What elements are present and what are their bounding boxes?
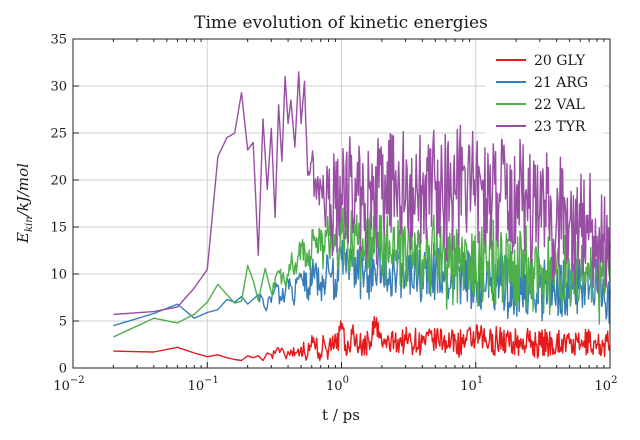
legend: 20 GLY 21 ARG 22 VAL 23 TYR bbox=[486, 43, 604, 139]
x-axis-label: t / ps bbox=[322, 406, 360, 424]
x-tick-label-base: 10 bbox=[326, 379, 343, 394]
x-tick-label: 10−2 bbox=[53, 375, 84, 394]
legend-label: 21 ARG bbox=[534, 75, 588, 91]
y-axis-label-units: /kJ/mol bbox=[14, 163, 32, 218]
legend-label: 20 GLY bbox=[534, 53, 586, 69]
y-axis-ticks: 0 5 10 15 20 25 30 35 bbox=[50, 33, 79, 377]
y-axis-label-subscript: kin bbox=[24, 216, 35, 232]
x-tick-label-exponent: 0 bbox=[343, 375, 349, 386]
x-tick-label: 102 bbox=[595, 375, 618, 394]
legend-label: 23 TYR bbox=[534, 119, 586, 135]
x-tick-label-base: 10 bbox=[460, 379, 477, 394]
x-tick-label-base: 10 bbox=[53, 379, 70, 394]
y-tick-label: 30 bbox=[50, 80, 67, 95]
series-line-23-tyr bbox=[113, 71, 611, 316]
x-axis-ticks: 10−2 10−1 100 101 102 bbox=[53, 39, 617, 394]
y-tick-label: 0 bbox=[59, 362, 67, 377]
legend-label: 22 VAL bbox=[534, 97, 585, 113]
x-tick-label-exponent: 2 bbox=[611, 375, 617, 386]
x-tick-label-exponent: −2 bbox=[70, 375, 85, 386]
x-tick-label: 100 bbox=[326, 375, 349, 394]
y-axis-label: Ekin/kJ/mol bbox=[14, 163, 35, 244]
x-tick-label: 10−1 bbox=[188, 375, 219, 394]
series-line-20-gly bbox=[113, 316, 611, 362]
y-axis-label-base: E bbox=[14, 232, 32, 244]
y-tick-label: 35 bbox=[50, 33, 67, 48]
y-tick-label: 20 bbox=[50, 174, 67, 189]
x-tick-label-exponent: −1 bbox=[204, 375, 219, 386]
y-tick-label: 5 bbox=[59, 315, 67, 330]
x-tick-label-exponent: 1 bbox=[477, 375, 483, 386]
x-tick-label: 101 bbox=[460, 375, 483, 394]
x-tick-label-base: 10 bbox=[188, 379, 205, 394]
x-tick-label-base: 10 bbox=[595, 379, 612, 394]
y-tick-label: 25 bbox=[50, 127, 67, 142]
chart-title: Time evolution of kinetic energies bbox=[194, 13, 488, 33]
y-tick-label: 10 bbox=[50, 268, 67, 283]
series-lines bbox=[113, 71, 611, 362]
y-tick-label: 15 bbox=[50, 221, 67, 236]
